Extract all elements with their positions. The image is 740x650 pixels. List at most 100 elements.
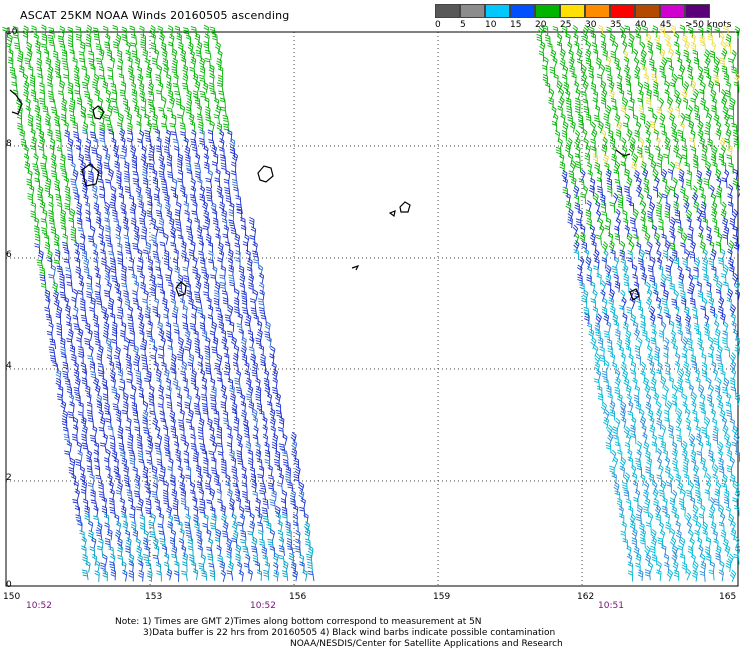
wind-barb bbox=[658, 218, 664, 230]
wind-barb bbox=[104, 33, 111, 46]
wind-barb bbox=[577, 273, 583, 286]
wind-barb bbox=[589, 232, 596, 245]
wind-barb bbox=[245, 440, 252, 453]
wind-barb bbox=[188, 353, 195, 366]
wind-barb bbox=[631, 153, 639, 166]
wind-barb bbox=[161, 186, 169, 198]
wind-barb bbox=[85, 42, 93, 53]
wind-barb bbox=[272, 552, 279, 565]
wind-barb bbox=[199, 498, 206, 510]
wind-barb bbox=[694, 480, 701, 493]
wind-barb bbox=[136, 265, 143, 277]
wind-barb bbox=[605, 264, 612, 277]
wind-barb bbox=[263, 569, 270, 581]
wind-barb bbox=[734, 536, 740, 549]
wind-barb bbox=[158, 226, 165, 238]
wind-barb bbox=[132, 178, 140, 189]
wind-barb bbox=[155, 505, 162, 518]
wind-barb bbox=[683, 49, 689, 62]
wind-barb bbox=[220, 265, 226, 278]
wind-barb bbox=[114, 392, 121, 405]
wind-barb bbox=[616, 393, 623, 406]
wind-barb bbox=[634, 73, 640, 86]
wind-barb bbox=[79, 242, 86, 254]
wind-barb bbox=[132, 290, 138, 302]
wind-barb bbox=[101, 496, 107, 509]
wind-barb bbox=[628, 144, 635, 157]
wind-barb bbox=[168, 217, 175, 230]
wind-barb bbox=[204, 106, 211, 118]
wind-barb bbox=[171, 178, 178, 190]
colorbar-swatch bbox=[685, 4, 710, 18]
wind-barb bbox=[666, 41, 672, 54]
wind-barb bbox=[127, 432, 134, 445]
wind-barb bbox=[179, 104, 186, 117]
wind-barb bbox=[232, 482, 240, 494]
wind-barb bbox=[251, 408, 258, 421]
wind-barb bbox=[677, 225, 683, 238]
wind-barb bbox=[656, 474, 662, 486]
wind-barb bbox=[159, 162, 166, 174]
wind-barb bbox=[132, 242, 140, 254]
wind-barb bbox=[100, 562, 106, 574]
wind-barb bbox=[102, 312, 109, 325]
wind-barb bbox=[69, 208, 76, 221]
wind-barb bbox=[736, 184, 740, 198]
wind-barb bbox=[682, 401, 688, 414]
wind-barb bbox=[678, 64, 686, 77]
wind-barb bbox=[105, 337, 112, 349]
wind-barb bbox=[671, 400, 678, 413]
island-outline bbox=[175, 281, 187, 297]
wind-barb bbox=[712, 473, 718, 486]
wind-barb bbox=[224, 187, 231, 198]
wind-barb bbox=[262, 515, 270, 526]
wind-barb bbox=[235, 249, 241, 262]
wind-barb bbox=[166, 568, 173, 581]
wind-barb bbox=[161, 297, 168, 310]
wind-barb bbox=[210, 467, 218, 478]
wind-barb bbox=[578, 120, 584, 132]
wind-barb bbox=[692, 464, 699, 477]
wind-barb bbox=[76, 337, 82, 349]
wind-barb bbox=[733, 72, 740, 85]
wind-barb bbox=[124, 185, 131, 197]
wind-barb bbox=[721, 201, 727, 214]
wind-barb bbox=[61, 98, 67, 110]
wind-barb bbox=[631, 464, 637, 477]
wind-barb bbox=[660, 281, 666, 294]
wind-barb bbox=[204, 345, 210, 357]
wind-barb bbox=[41, 33, 47, 45]
wind-barb bbox=[242, 490, 248, 502]
wind-barb bbox=[130, 81, 137, 94]
wind-barb bbox=[577, 113, 584, 126]
wind-barb bbox=[603, 378, 610, 390]
wind-barb bbox=[732, 225, 738, 237]
wind-barb bbox=[717, 441, 724, 454]
wind-barb bbox=[133, 232, 140, 245]
pass-time-label: 10:52 bbox=[26, 601, 52, 611]
wind-barb bbox=[629, 520, 636, 533]
wind-barb bbox=[72, 499, 80, 510]
wind-barb bbox=[288, 552, 295, 565]
wind-barb bbox=[260, 353, 266, 366]
wind-barb bbox=[166, 209, 172, 222]
wind-barb bbox=[235, 203, 243, 214]
wind-barb bbox=[623, 64, 630, 77]
wind-barb bbox=[102, 384, 109, 397]
wind-barb bbox=[127, 122, 133, 135]
wind-barb bbox=[206, 296, 212, 309]
wind-barb bbox=[687, 26, 694, 38]
wind-barb bbox=[81, 569, 89, 581]
wind-barb bbox=[732, 234, 738, 247]
wind-barb bbox=[673, 256, 680, 269]
wind-barb bbox=[655, 145, 661, 158]
wind-barb bbox=[135, 537, 141, 550]
wind-barb bbox=[53, 178, 60, 190]
wind-barb bbox=[11, 73, 17, 86]
wind-barb bbox=[101, 378, 108, 390]
colorbar-label: 35 bbox=[610, 20, 622, 30]
island-outline bbox=[615, 149, 631, 157]
wind-barb bbox=[72, 416, 79, 430]
wind-barb bbox=[148, 163, 155, 174]
wind-barb bbox=[228, 264, 234, 277]
